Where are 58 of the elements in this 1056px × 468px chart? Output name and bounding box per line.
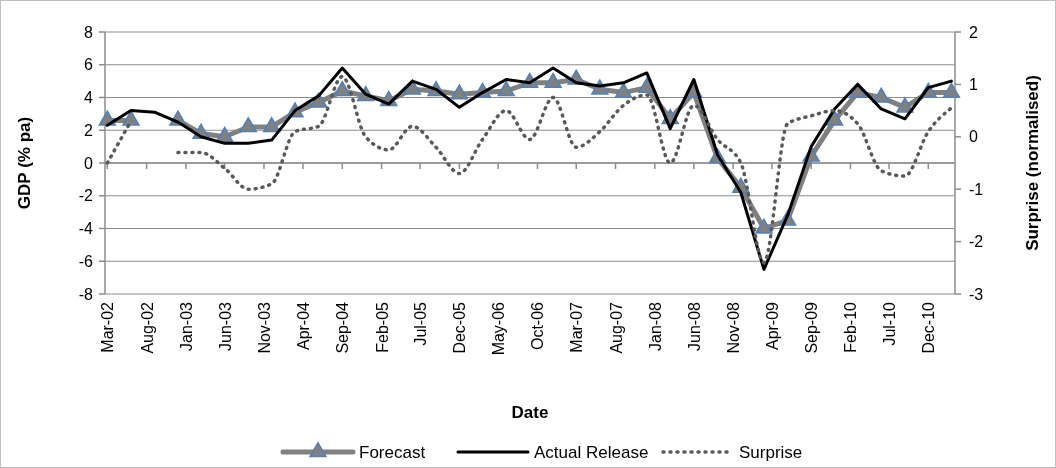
y2-axis-title: Surprise (normalised)	[1023, 75, 1042, 251]
x-tick-label: Nov-08	[725, 301, 743, 354]
y-tick-label: 8	[84, 23, 94, 41]
point	[872, 87, 891, 103]
x-tick-label: Jul-05	[412, 301, 430, 346]
x-tick-label: Aug-07	[607, 301, 625, 354]
point	[403, 79, 422, 95]
point	[239, 117, 258, 133]
x-tick-label: Feb-10	[842, 301, 860, 353]
y-tick-label: -2	[78, 187, 94, 205]
y2-tick-label: 2	[969, 23, 978, 41]
x-axis-title: Date	[511, 403, 549, 422]
y-axis-title: GDP (% pa)	[15, 116, 34, 210]
x-tick-label: Jan-08	[646, 301, 664, 351]
point	[755, 218, 773, 234]
x-tick-label: Apr-04	[294, 301, 312, 351]
x-tick-label: Jul-10	[881, 301, 898, 346]
point	[544, 72, 562, 89]
x-tick-label: May-06	[490, 301, 508, 356]
y-tick-label: -8	[78, 285, 94, 303]
x-tick-label: Dec-05	[451, 301, 469, 354]
legend-label: Forecast	[359, 442, 426, 462]
x-tick-label: Mar-02	[99, 301, 117, 353]
legend-label: Surprise	[739, 442, 803, 462]
point	[825, 110, 844, 126]
point	[262, 117, 281, 133]
y-tick-label: -6	[78, 252, 94, 270]
x-tick-label: Aug-02	[138, 301, 156, 354]
x-tick-label: Nov-03	[255, 301, 273, 354]
point	[497, 81, 515, 97]
point	[614, 82, 633, 98]
y2-tick-label: -2	[969, 233, 984, 251]
point	[215, 126, 234, 143]
point	[450, 84, 469, 100]
x-tick-label: Sep-04	[334, 301, 352, 354]
point	[333, 81, 351, 97]
x-tick-label: Jun-03	[216, 301, 234, 351]
y2-tick-label: 1	[969, 76, 978, 93]
point	[896, 97, 914, 113]
legend-label: Actual Release	[534, 442, 649, 462]
x-tick-label: Dec-10	[920, 301, 938, 354]
x-tick-label: Apr-09	[763, 301, 781, 351]
y-tick-label: -4	[78, 220, 94, 238]
y-tick-label: 6	[84, 56, 94, 74]
x-tick-label: Mar-07	[568, 301, 586, 353]
x-tick-label: Jun-08	[685, 301, 703, 351]
y-tick-label: 0	[84, 154, 94, 172]
y2-tick-label: 0	[969, 128, 978, 146]
x-tick-label: Feb-05	[373, 301, 391, 353]
y-tick-label: 2	[84, 121, 94, 139]
y-tick-label: 4	[84, 89, 94, 107]
point	[122, 110, 140, 126]
y2-tick-label: -1	[969, 180, 984, 198]
point	[942, 82, 961, 98]
x-tick-label: Oct-06	[529, 301, 547, 351]
x-tick-label: Jan-03	[177, 301, 195, 351]
x-tick-label: Sep-09	[803, 301, 821, 354]
y2-tick-label: -3	[969, 285, 984, 303]
